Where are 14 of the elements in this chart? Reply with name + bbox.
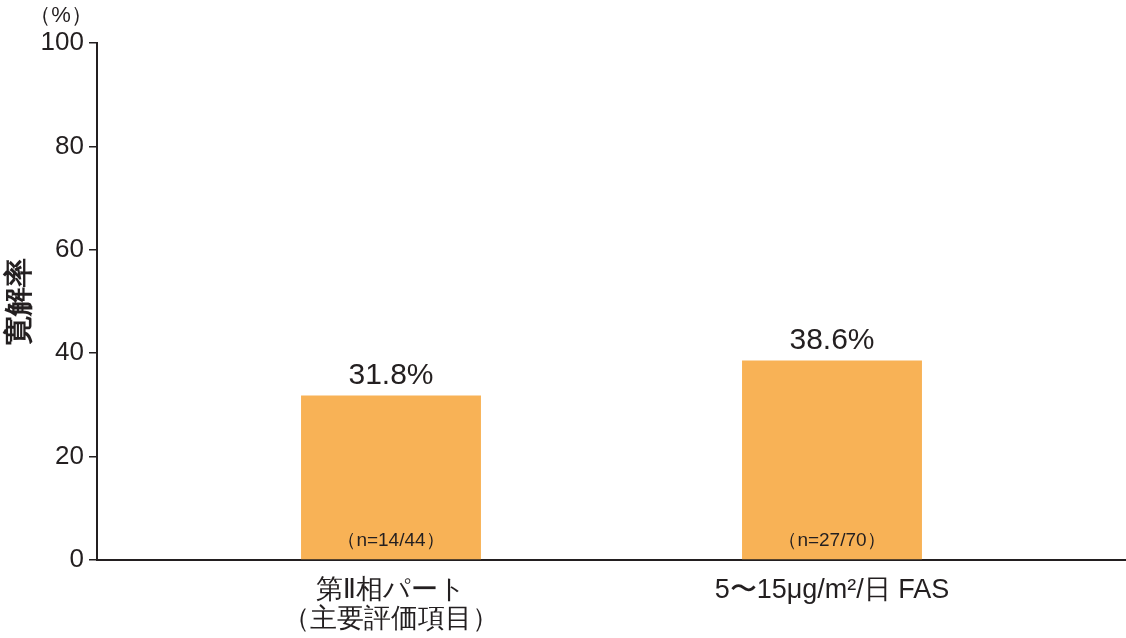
annotation: （n=27/70） <box>778 529 886 551</box>
text: （%） <box>29 2 93 28</box>
data-label: 38.6% <box>789 321 875 355</box>
y-tick-label: 100 <box>40 26 84 57</box>
y-tick-label: 60 <box>55 232 84 263</box>
y-axis-title: 寛解率 <box>2 258 35 345</box>
annotation: （n=14/44） <box>337 529 445 551</box>
y-tick-label: 40 <box>55 336 84 367</box>
x-tick-label: 第Ⅱ相パート（主要評価項目） <box>283 574 499 634</box>
x-tick-label: 5〜15μg/m²/日 FAS <box>714 574 950 605</box>
y-tick-label: 0 <box>69 543 84 574</box>
y-tick-label: 20 <box>55 439 84 470</box>
data-label: 31.8% <box>348 356 434 390</box>
y-tick-label: 80 <box>55 129 84 160</box>
